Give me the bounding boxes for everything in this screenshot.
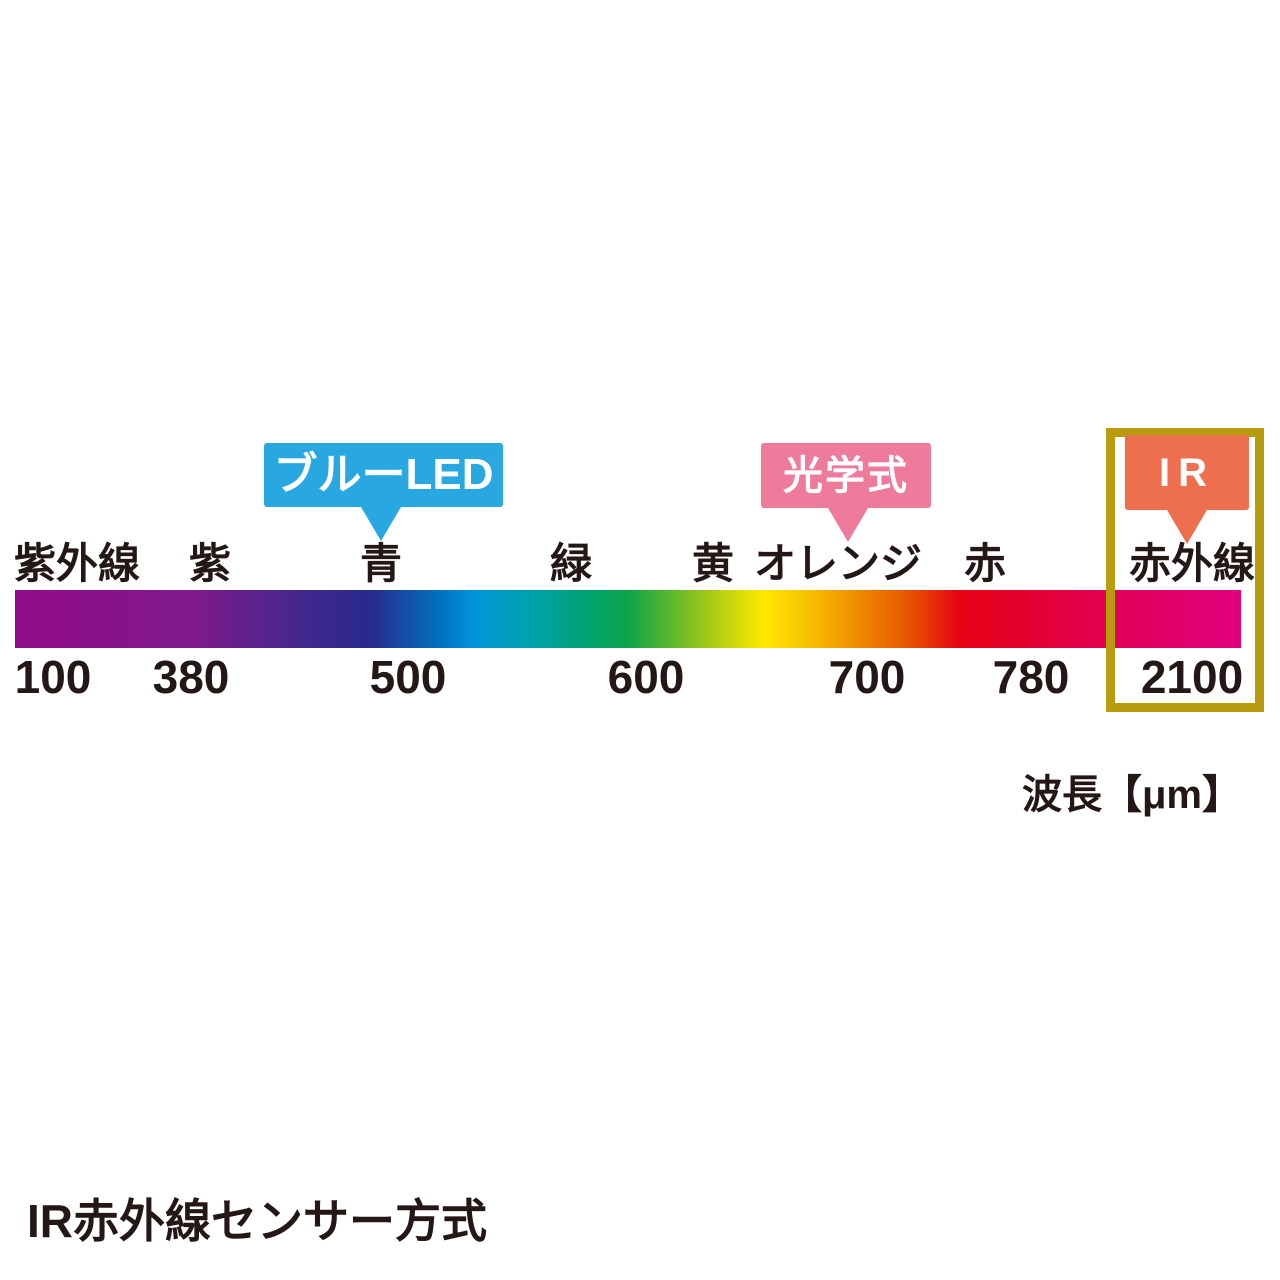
callout-ir-label: IR (1159, 450, 1215, 495)
band-label: 緑 (549, 540, 593, 587)
tick-label: 100 (14, 651, 92, 703)
ir-highlight-box (1106, 428, 1264, 712)
tick-label: 2100 (1140, 651, 1244, 703)
tick-label: 600 (607, 651, 685, 703)
callout-ir-tail (1167, 510, 1207, 544)
band-label: 青 (359, 540, 403, 587)
callout-blue-led-tail (361, 507, 401, 541)
callout-blue-led: ブルーLED (264, 443, 503, 541)
band-label: 赤 (963, 540, 1007, 587)
band-label: 黄 (691, 540, 735, 587)
tick-label: 780 (992, 651, 1070, 703)
tick-label: 500 (369, 651, 447, 703)
callout-blue-led-label: ブルーLED (273, 450, 494, 499)
band-label: 紫 (188, 540, 232, 587)
band-label: 赤外線 (1128, 540, 1256, 587)
axis-unit-caption: 波長【μm】 (1021, 773, 1242, 817)
tick-label: 700 (828, 651, 906, 703)
callout-ir: IR (1125, 435, 1249, 544)
callout-optical-label: 光学式 (783, 453, 909, 498)
tick-label: 380 (152, 651, 230, 703)
band-label: オレンジ (753, 540, 923, 587)
spectrum-bar (15, 590, 1241, 648)
callout-optical-tail (828, 508, 868, 542)
callout-optical: 光学式 (761, 443, 931, 542)
page-title: IR赤外線センサー方式 (27, 1195, 487, 1247)
band-label: 紫外線 (13, 540, 141, 587)
